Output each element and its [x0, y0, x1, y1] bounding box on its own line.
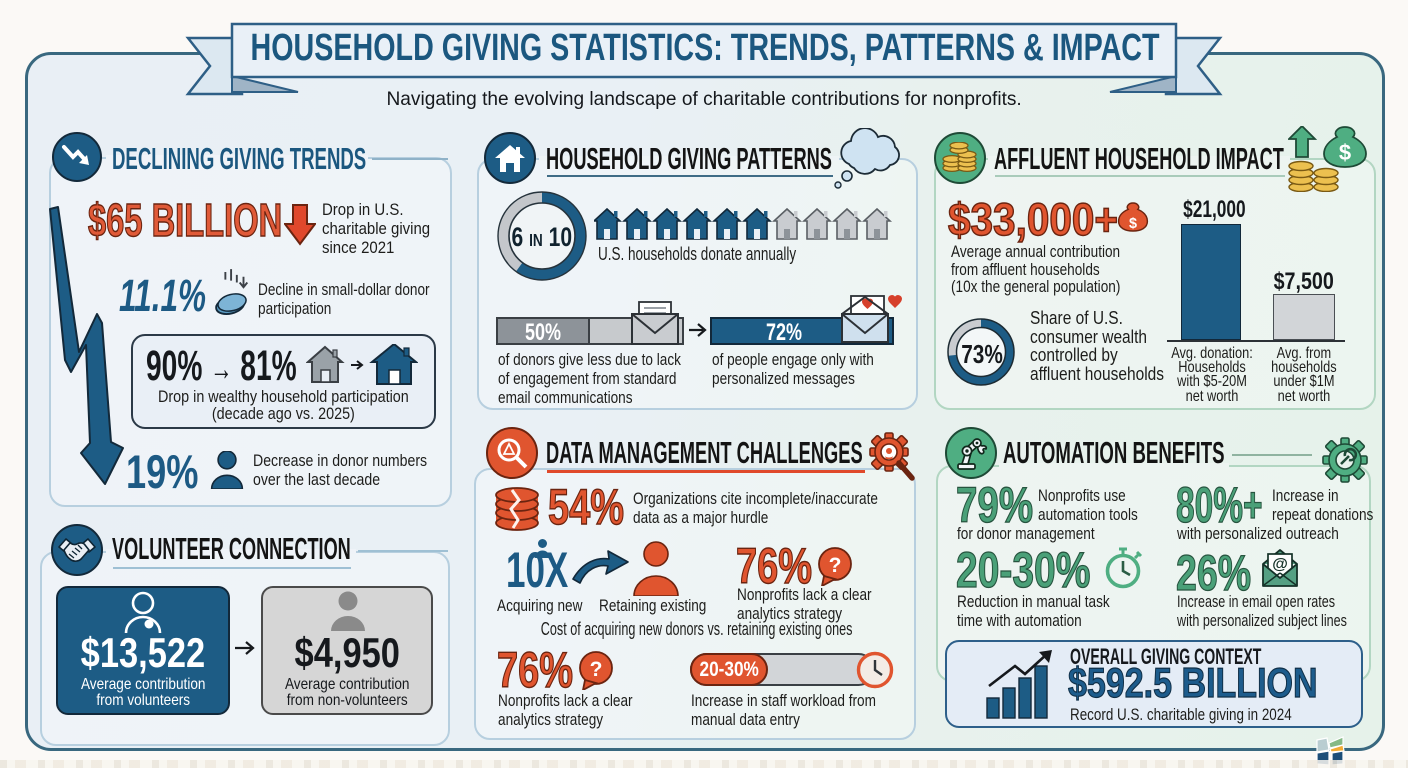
svg-text:?: ? — [590, 658, 603, 681]
svg-text:$: $ — [1129, 216, 1137, 232]
svg-text:$: $ — [1339, 140, 1351, 165]
svg-text:@: @ — [1272, 556, 1288, 573]
svg-text:?: ? — [829, 554, 842, 577]
